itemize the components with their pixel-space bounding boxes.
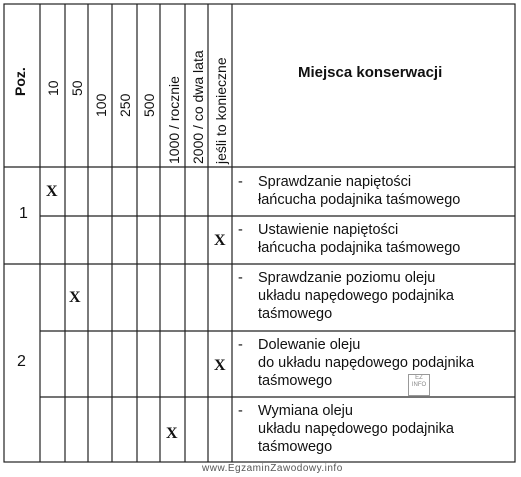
task-dash: - [238,403,243,419]
task-line: taśmowego [258,373,333,389]
interval-mark: X [46,183,58,200]
task-line: Sprawdzanie poziomu oleju [258,270,436,286]
interval-mark: X [166,425,178,442]
task-dash: - [238,337,243,353]
poz-header: Poz. [12,67,28,96]
task-line: Ustawienie napiętości [258,222,399,238]
maintenance-task: - Dolewanie oleju do układu napędowego p… [238,336,474,390]
task-line: łańcucha podajnika taśmowego [258,192,461,208]
task-dash: - [238,270,243,286]
source-footer: www.EgzaminZawodowy.info [202,463,343,474]
poz-number: 1 [19,205,28,222]
task-line: łańcucha podajnika taśmowego [258,240,461,256]
interval-mark: X [214,232,226,249]
interval-header-50: 50 [69,80,85,96]
task-line: układu napędowego podajnika [258,288,454,304]
task-line: układu napędowego podajnika [258,421,454,437]
maintenance-task: - Wymiana oleju układu napędowego podajn… [238,402,454,456]
task-line: Sprawdzanie napiętości [258,174,412,190]
maintenance-task: - Ustawienie napiętości łańcucha podajni… [238,221,460,257]
task-dash: - [238,174,243,190]
places-header: Miejsca konserwacji [298,64,443,81]
task-line: do układu napędowego podajnika [258,355,475,371]
table-border [3,3,516,463]
task-line: Wymiana oleju [258,403,353,419]
maintenance-task: - Sprawdzanie napiętości łańcucha podajn… [238,173,460,209]
interval-mark: X [69,289,81,306]
interval-header-500: 500 [141,93,157,117]
task-line: taśmowego [258,306,333,322]
interval-header-250: 250 [117,93,133,117]
poz-number: 2 [17,353,26,370]
task-line: taśmowego [258,439,333,455]
watermark-stamp-icon: EZ INFO [408,374,430,396]
maintenance-task: - Sprawdzanie poziomu oleju układu napęd… [238,269,454,323]
interval-mark: X [214,357,226,374]
interval-header-1000: 1000 / rocznie [166,76,182,164]
interval-header-2000: 2000 / co dwa lata [190,50,206,164]
interval-header-if-needed: jeśli to konieczne [213,57,229,164]
task-dash: - [238,222,243,238]
interval-header-100: 100 [93,93,109,117]
interval-header-10: 10 [45,80,61,96]
task-line: Dolewanie oleju [258,337,361,353]
